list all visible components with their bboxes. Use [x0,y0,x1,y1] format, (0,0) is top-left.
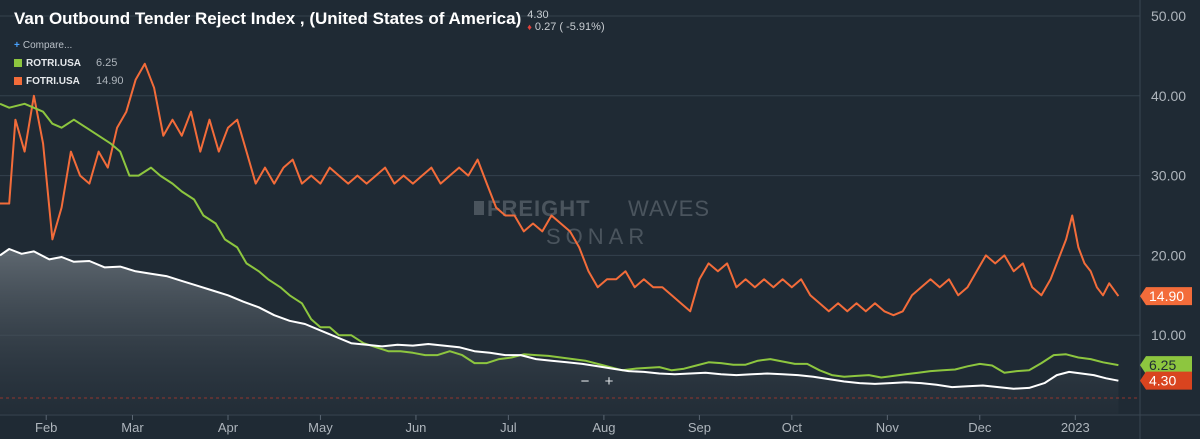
x-tick-label: Jun [405,420,426,435]
legend-item-fotri[interactable]: FOTRI.USA 14.90 [14,72,124,90]
watermark-line1b: WAVES [628,196,710,221]
legend-value: 14.90 [96,75,124,87]
y-axis: 10.00 20.00 30.00 40.00 50.00 [1151,8,1186,343]
x-tick-label: 2023 [1061,420,1090,435]
compare-button[interactable]: + Compare... [14,40,72,51]
y-tick-label: 40.00 [1151,88,1186,104]
x-tick-label: Apr [218,420,239,435]
end-labels: 14.90 6.254.30 [1140,287,1192,390]
zoom-out-button[interactable]: − [580,373,590,390]
end-label-votri-usa: 4.30 [1140,371,1192,390]
watermark-line2: SONAR [546,224,649,249]
end-label-text: 14.90 [1149,288,1184,304]
x-tick-label: Aug [592,420,615,435]
x-tick-label: Oct [782,420,803,435]
end-label-box [1140,287,1192,306]
plus-icon: + [14,40,20,51]
y-tick-label: 50.00 [1151,8,1186,24]
series-line-rotri-usa [0,102,1119,379]
legend: ROTRI.USA 6.25 FOTRI.USA 14.90 [14,54,124,90]
zoom-in-button[interactable]: + [604,373,614,390]
x-tick-label: Mar [121,420,144,435]
down-arrow-icon: ♦ [527,22,532,32]
y-tick-label: 10.00 [1151,327,1186,343]
x-tick-label: Nov [876,420,900,435]
title-meta: 4.30 ♦ 0.27 ( -5.91%) [527,9,604,33]
x-tick-label: May [308,420,333,435]
end-label-fotri-usa: 14.90 [1140,287,1192,306]
legend-item-rotri[interactable]: ROTRI.USA 6.25 [14,54,124,72]
end-label-text: 4.30 [1149,373,1176,389]
compare-label: Compare... [22,40,73,51]
x-tick-label: Jul [500,420,517,435]
y-tick-label: 30.00 [1151,168,1186,184]
end-label-box [1140,371,1192,390]
change-value: 0.27 ( -5.91%) [534,21,605,33]
legend-name: FOTRI.USA [26,75,80,87]
series-lines [0,62,1120,390]
end-label-text: 6.25 [1149,357,1176,373]
watermark-logo-mark [474,201,484,215]
last-value: 4.30 [527,9,549,21]
watermark: FREIGHT WAVES SONAR [474,196,710,249]
x-tick-label: Feb [35,420,57,435]
votri-area-fill [0,249,1119,415]
chart-title: Van Outbound Tender Reject Index , (Unit… [14,9,522,28]
legend-swatch-fotri [14,77,22,85]
x-axis: Feb Mar Apr May Jun Jul Aug Sep Oct Nov Dec 2023 [35,415,1090,435]
series-line-fotri-usa [0,62,1120,317]
x-tick-label: Dec [968,420,992,435]
watermark-line1a: FREIGHT [487,196,591,221]
end-label-box [1140,356,1192,375]
y-tick-label: 20.00 [1151,247,1186,263]
zoom-controls: − + [573,374,621,390]
series-line-votri-usa [0,248,1119,390]
legend-value: 6.25 [96,57,118,69]
title-block: Van Outbound Tender Reject Index , (Unit… [14,8,605,33]
x-tick-label: Sep [688,420,711,435]
legend-name: ROTRI.USA [26,57,81,69]
legend-swatch-rotri [14,59,22,67]
end-label-rotri-usa: 6.25 [1140,356,1192,375]
